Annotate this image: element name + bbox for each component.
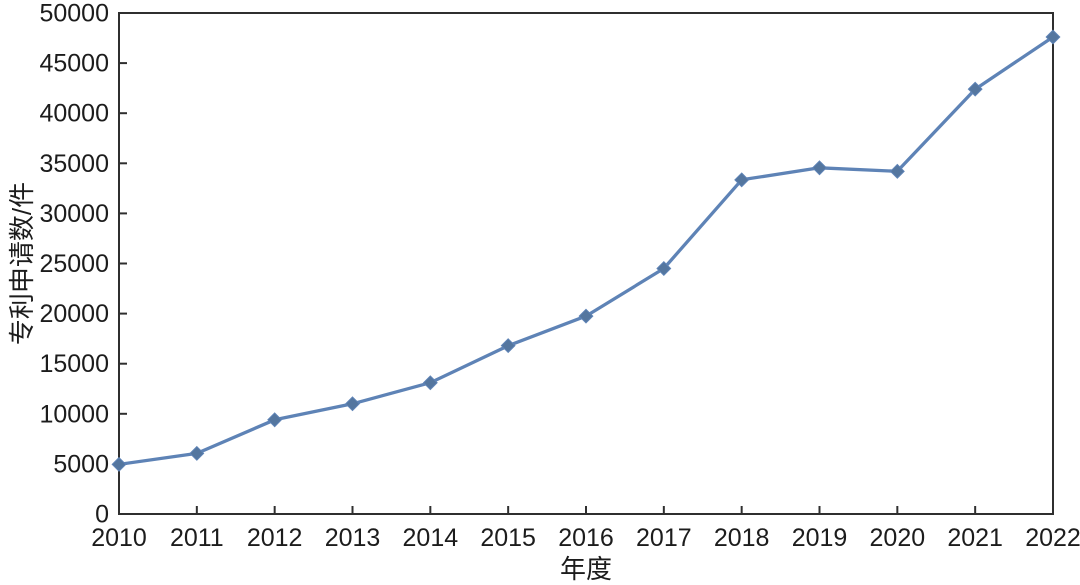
- data-point-marker: [500, 338, 516, 354]
- x-tick-label: 2022: [1025, 524, 1080, 552]
- plot-frame: [118, 12, 1054, 515]
- x-tick-label: 2018: [714, 524, 770, 552]
- y-tick-label: 20000: [39, 300, 109, 328]
- data-point-marker: [422, 375, 438, 391]
- y-tick-label: 50000: [39, 0, 109, 28]
- y-tick-label: 35000: [39, 150, 109, 178]
- data-point-marker: [811, 160, 828, 176]
- y-tick-label: 45000: [39, 50, 109, 78]
- x-tick-label: 2011: [170, 524, 224, 552]
- data-point-marker: [578, 308, 594, 324]
- x-tick-label: 2013: [325, 524, 381, 552]
- x-tick-label: 2019: [792, 524, 848, 552]
- y-tick-label: 40000: [39, 100, 109, 128]
- x-tick-label: 2021: [947, 524, 1003, 552]
- data-point-marker: [889, 163, 905, 179]
- data-point-marker: [111, 456, 127, 472]
- data-point-marker: [344, 396, 361, 412]
- x-tick-label: 2020: [870, 524, 926, 552]
- data-point-marker: [656, 261, 672, 277]
- y-axis-title: 专利申请数/件: [7, 182, 37, 345]
- y-tick-label: 30000: [39, 200, 109, 228]
- y-tick-label: 15000: [39, 350, 109, 378]
- data-point-marker: [967, 81, 983, 97]
- y-tick-label: 5000: [53, 450, 109, 478]
- x-tick-label: 2015: [480, 524, 536, 552]
- x-tick-label: 2017: [636, 524, 692, 552]
- data-point-marker: [734, 172, 750, 188]
- x-axis-title: 年度: [560, 554, 612, 584]
- y-tick-label: 10000: [39, 400, 109, 428]
- x-tick-label: 2010: [91, 524, 147, 552]
- data-point-marker: [1045, 29, 1061, 45]
- x-tick-label: 2016: [558, 524, 614, 552]
- data-point-marker: [267, 412, 283, 428]
- x-tick-label: 2012: [247, 524, 303, 552]
- y-tick-label: 25000: [39, 250, 109, 278]
- data-point-marker: [189, 445, 205, 461]
- x-tick-label: 2014: [403, 524, 459, 552]
- y-tick-label: 0: [95, 501, 109, 529]
